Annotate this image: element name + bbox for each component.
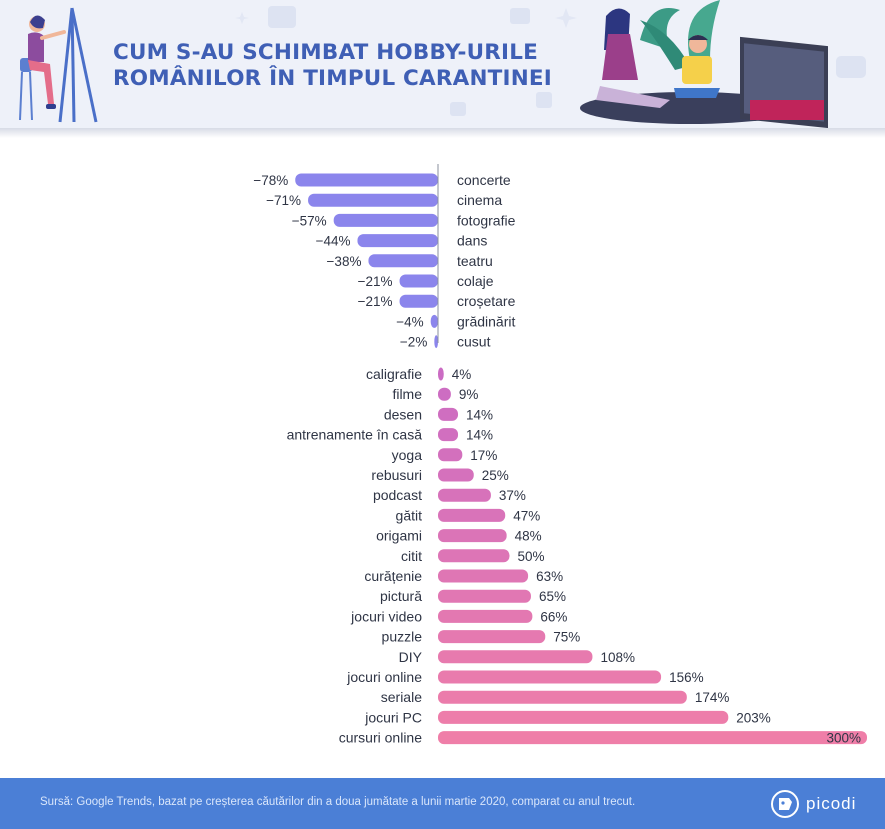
bar-negative [308, 193, 438, 207]
category-label: teatru [457, 253, 493, 269]
category-label: seriale [381, 689, 422, 705]
bar-positive [438, 589, 531, 603]
bar-positive [438, 468, 474, 482]
bar-positive [438, 650, 593, 664]
value-label: 156% [669, 670, 704, 685]
value-label: −57% [292, 213, 327, 228]
value-label: 14% [466, 407, 493, 422]
bar-positive [438, 448, 463, 462]
footer-bar: Sursă: Google Trends, bazat pe creșterea… [0, 778, 885, 829]
category-label: puzzle [382, 629, 423, 645]
bar-negative [368, 254, 438, 268]
category-label: cursuri online [339, 730, 422, 746]
bar-negative [399, 274, 438, 288]
category-label: fotografie [457, 212, 516, 228]
bar-positive [438, 630, 546, 644]
picodi-brand-name: picodi [806, 794, 857, 813]
category-label: desen [384, 406, 422, 422]
category-label: podcast [373, 487, 422, 503]
value-label: 66% [540, 609, 567, 624]
bar-negative [399, 294, 438, 308]
bar-negative [357, 234, 438, 248]
bar-positive [438, 529, 507, 543]
value-label: 108% [600, 650, 635, 665]
value-label: 4% [452, 367, 472, 382]
bars-layer: −78% concerte −71% cinema −57% fotografie −44%… [253, 172, 867, 746]
category-label: cusut [457, 334, 491, 350]
value-label: 37% [499, 488, 526, 503]
bar-positive [438, 690, 687, 704]
value-label: 203% [736, 710, 771, 725]
category-label: origami [376, 528, 422, 544]
bar-positive [438, 670, 662, 684]
title-line-2: ROMÂNILOR ÎN TIMPUL CARANTINEI [113, 66, 553, 91]
bar-negative [434, 335, 438, 349]
painter-illustration [19, 7, 98, 123]
bar-positive [438, 609, 533, 623]
category-label: grădinărit [457, 313, 515, 329]
category-label: jocuri PC [364, 709, 422, 725]
bar-positive [438, 407, 459, 421]
value-label: 174% [695, 690, 730, 705]
infographic-title: CUM S-AU SCHIMBAT HOBBY-URILE ROMÂNILOR … [113, 40, 633, 92]
bar-positive [438, 508, 506, 522]
category-label: caligrafie [366, 366, 422, 382]
header-shadow [0, 128, 885, 138]
value-label: −2% [400, 335, 427, 350]
bar-positive [438, 367, 444, 381]
category-label: cinema [457, 192, 502, 208]
value-label: 9% [459, 387, 479, 402]
category-label: jocuri video [350, 608, 422, 624]
picodi-logo: picodi [770, 789, 870, 819]
category-label: filme [392, 386, 422, 402]
category-label: gătit [396, 507, 423, 523]
picodi-logo-icon [771, 790, 799, 818]
category-label: pictură [380, 588, 422, 604]
bar-positive [438, 710, 729, 724]
value-label: −21% [358, 274, 393, 289]
bar-positive [438, 569, 529, 583]
category-label: DIY [399, 649, 423, 665]
value-label: 65% [539, 589, 566, 604]
value-label: −38% [327, 254, 362, 269]
category-label: jocuri online [346, 669, 422, 685]
value-label: −71% [266, 193, 301, 208]
value-label: 14% [466, 428, 493, 443]
bar-positive [438, 731, 867, 745]
bar-positive [438, 387, 451, 401]
title-line-1: CUM S-AU SCHIMBAT HOBBY-URILE [113, 40, 539, 65]
bar-negative [333, 213, 438, 227]
category-label: colaje [457, 273, 494, 289]
category-label: concerte [457, 172, 511, 188]
bar-positive [438, 549, 510, 563]
header-banner: CUM S-AU SCHIMBAT HOBBY-URILE ROMÂNILOR … [0, 0, 885, 128]
value-label: 17% [470, 448, 497, 463]
source-note: Sursă: Google Trends, bazat pe creșterea… [40, 796, 636, 808]
value-label: 300% [826, 731, 861, 746]
value-label: 48% [515, 529, 542, 544]
category-label: croșetare [457, 293, 516, 309]
value-label: −78% [253, 173, 288, 188]
category-label: rebusuri [371, 467, 422, 483]
value-label: −4% [396, 314, 423, 329]
category-label: curățenie [364, 568, 422, 584]
hobby-change-bar-chart: −78% concerte −71% cinema −57% fotografie −44%… [253, 164, 867, 746]
category-label: dans [457, 233, 487, 249]
value-label: 63% [536, 569, 563, 584]
category-label: yoga [392, 447, 423, 463]
value-label: 50% [518, 549, 545, 564]
category-label: citit [401, 548, 422, 564]
bar-negative [430, 314, 438, 328]
value-label: 47% [513, 508, 540, 523]
category-label: antrenamente în casă [287, 427, 423, 443]
value-label: 75% [553, 630, 580, 645]
value-label: 25% [482, 468, 509, 483]
bar-negative [295, 173, 438, 187]
value-label: −44% [316, 234, 351, 249]
gaming-family-illustration [580, 0, 828, 128]
bar-positive [438, 488, 491, 502]
value-label: −21% [358, 294, 393, 309]
bar-positive [438, 428, 459, 442]
decor-icons [235, 6, 866, 116]
